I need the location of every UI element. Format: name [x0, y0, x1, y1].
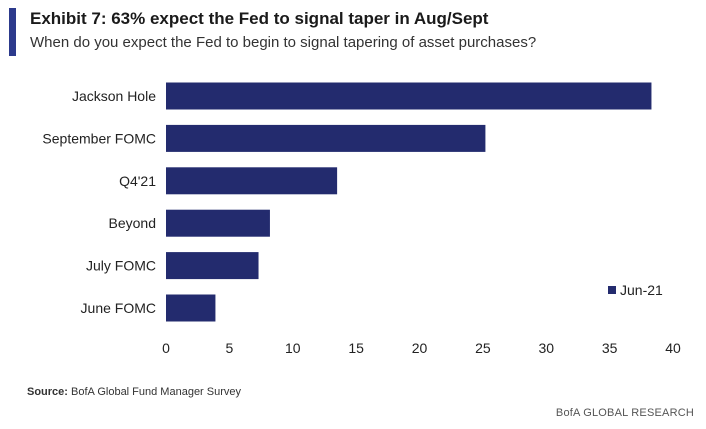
- chart-subtitle: When do you expect the Fed to begin to s…: [30, 34, 537, 51]
- source-label: Source:: [27, 386, 68, 398]
- x-tick-label: 10: [285, 340, 301, 356]
- x-tick-label: 20: [412, 340, 428, 356]
- bar: [166, 82, 652, 110]
- x-tick-label: 0: [162, 340, 170, 356]
- chart-title: Exhibit 7: 63% expect the Fed to signal …: [30, 9, 489, 28]
- title-accent-bar: [9, 8, 16, 56]
- bar: [166, 124, 486, 152]
- bar: [166, 252, 259, 280]
- category-label: Jackson Hole: [72, 88, 156, 104]
- category-label: September FOMC: [42, 130, 156, 146]
- x-tick-label: 35: [602, 340, 618, 356]
- x-tick-label: 40: [665, 340, 681, 356]
- category-label: Q4'21: [119, 173, 156, 189]
- category-label: July FOMC: [86, 258, 156, 274]
- category-label: Beyond: [109, 215, 156, 231]
- legend-label: Jun-21: [620, 282, 663, 298]
- source-text: BofA Global Fund Manager Survey: [71, 386, 242, 398]
- bar: [166, 167, 338, 195]
- brand-label: BofA GLOBAL RESEARCH: [555, 407, 694, 419]
- bar: [166, 294, 216, 322]
- x-tick-label: 30: [538, 340, 554, 356]
- x-tick-label: 5: [225, 340, 233, 356]
- bar: [166, 209, 270, 237]
- x-tick-label: 25: [475, 340, 491, 356]
- category-label: June FOMC: [81, 300, 156, 316]
- source-note: Source: BofA Global Fund Manager Survey: [27, 386, 241, 398]
- legend-swatch: [608, 286, 616, 294]
- x-tick-label: 15: [348, 340, 364, 356]
